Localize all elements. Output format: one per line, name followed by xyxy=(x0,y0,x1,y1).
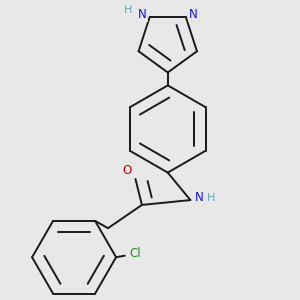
Text: O: O xyxy=(123,164,132,176)
Text: N: N xyxy=(138,8,147,21)
Text: N: N xyxy=(195,191,204,204)
Text: Cl: Cl xyxy=(130,247,141,260)
Text: H: H xyxy=(207,194,216,203)
Text: H: H xyxy=(124,5,132,15)
Text: N: N xyxy=(188,8,197,21)
